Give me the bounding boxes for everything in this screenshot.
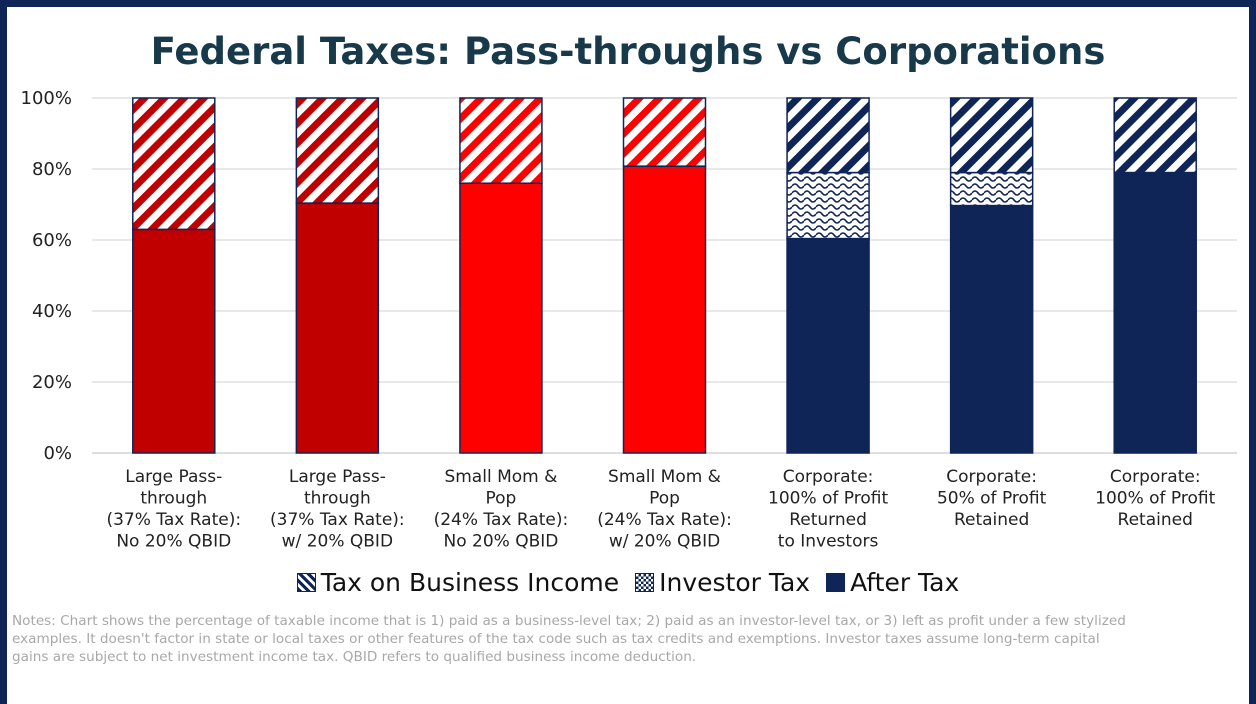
bar-after-tax [1113, 171, 1197, 454]
bar-business-tax [459, 97, 543, 184]
bar-after-tax [949, 204, 1034, 454]
x-category-label: Corporate: 50% of Profit Retained [937, 467, 1047, 530]
y-tick-label: 60% [32, 230, 72, 251]
legend-label-after-tax: After Tax [850, 568, 960, 597]
bar-business-tax [295, 97, 380, 204]
y-tick-label: 80% [32, 159, 72, 180]
bar-investor-tax [949, 171, 1034, 207]
bar-business-tax [1113, 97, 1197, 174]
x-category-label: Corporate: 100% of Profit Retained [1095, 467, 1215, 530]
chart-title: Federal Taxes: Pass-throughs vs Corporat… [150, 30, 1106, 73]
y-tick-label: 100% [21, 88, 72, 109]
bar-investor-tax [786, 171, 870, 240]
solid-swatch-icon [826, 573, 846, 592]
bar-business-tax [949, 97, 1034, 174]
legend-item-after-tax: After Tax [826, 568, 959, 597]
bar-business-tax [132, 97, 216, 231]
x-category-label: Large Pass-through (37% Tax Rate): w/ 20% … [270, 467, 405, 552]
bar-after-tax [132, 228, 216, 454]
x-category-label: Corporate: 100% of Profit Returned to Inves… [768, 467, 888, 552]
y-tick-label: 0% [43, 443, 72, 464]
x-category-label: Small Mom & Pop (24% Tax Rate): No 20% QBID [434, 467, 569, 552]
bar-after-tax [622, 165, 707, 454]
legend-item-investor-tax: Investor Tax [635, 568, 810, 597]
chart-notes: Notes: Chart shows the percentage of tax… [12, 613, 1126, 665]
bar-business-tax [622, 97, 707, 167]
legend-item-business-tax: Tax on Business Income [296, 568, 620, 597]
bar-after-tax [295, 202, 380, 454]
legend-label-investor-tax: Investor Tax [659, 568, 811, 597]
checker-swatch-icon [635, 573, 655, 592]
y-tick-label: 20% [32, 372, 72, 393]
hatch-swatch-icon [296, 573, 316, 592]
bar-after-tax [786, 237, 870, 454]
legend-label-business-tax: Tax on Business Income [320, 568, 620, 597]
x-category-label: Small Mom & Pop (24% Tax Rate): w/ 20% QBID [597, 467, 732, 552]
legend: Tax on Business Income Investor Tax Afte… [0, 568, 1256, 597]
bar-after-tax [459, 182, 543, 454]
bar-business-tax [786, 97, 870, 174]
x-category-label: Large Pass-through (37% Tax Rate): No 20% … [106, 467, 241, 552]
y-tick-label: 40% [32, 301, 72, 322]
